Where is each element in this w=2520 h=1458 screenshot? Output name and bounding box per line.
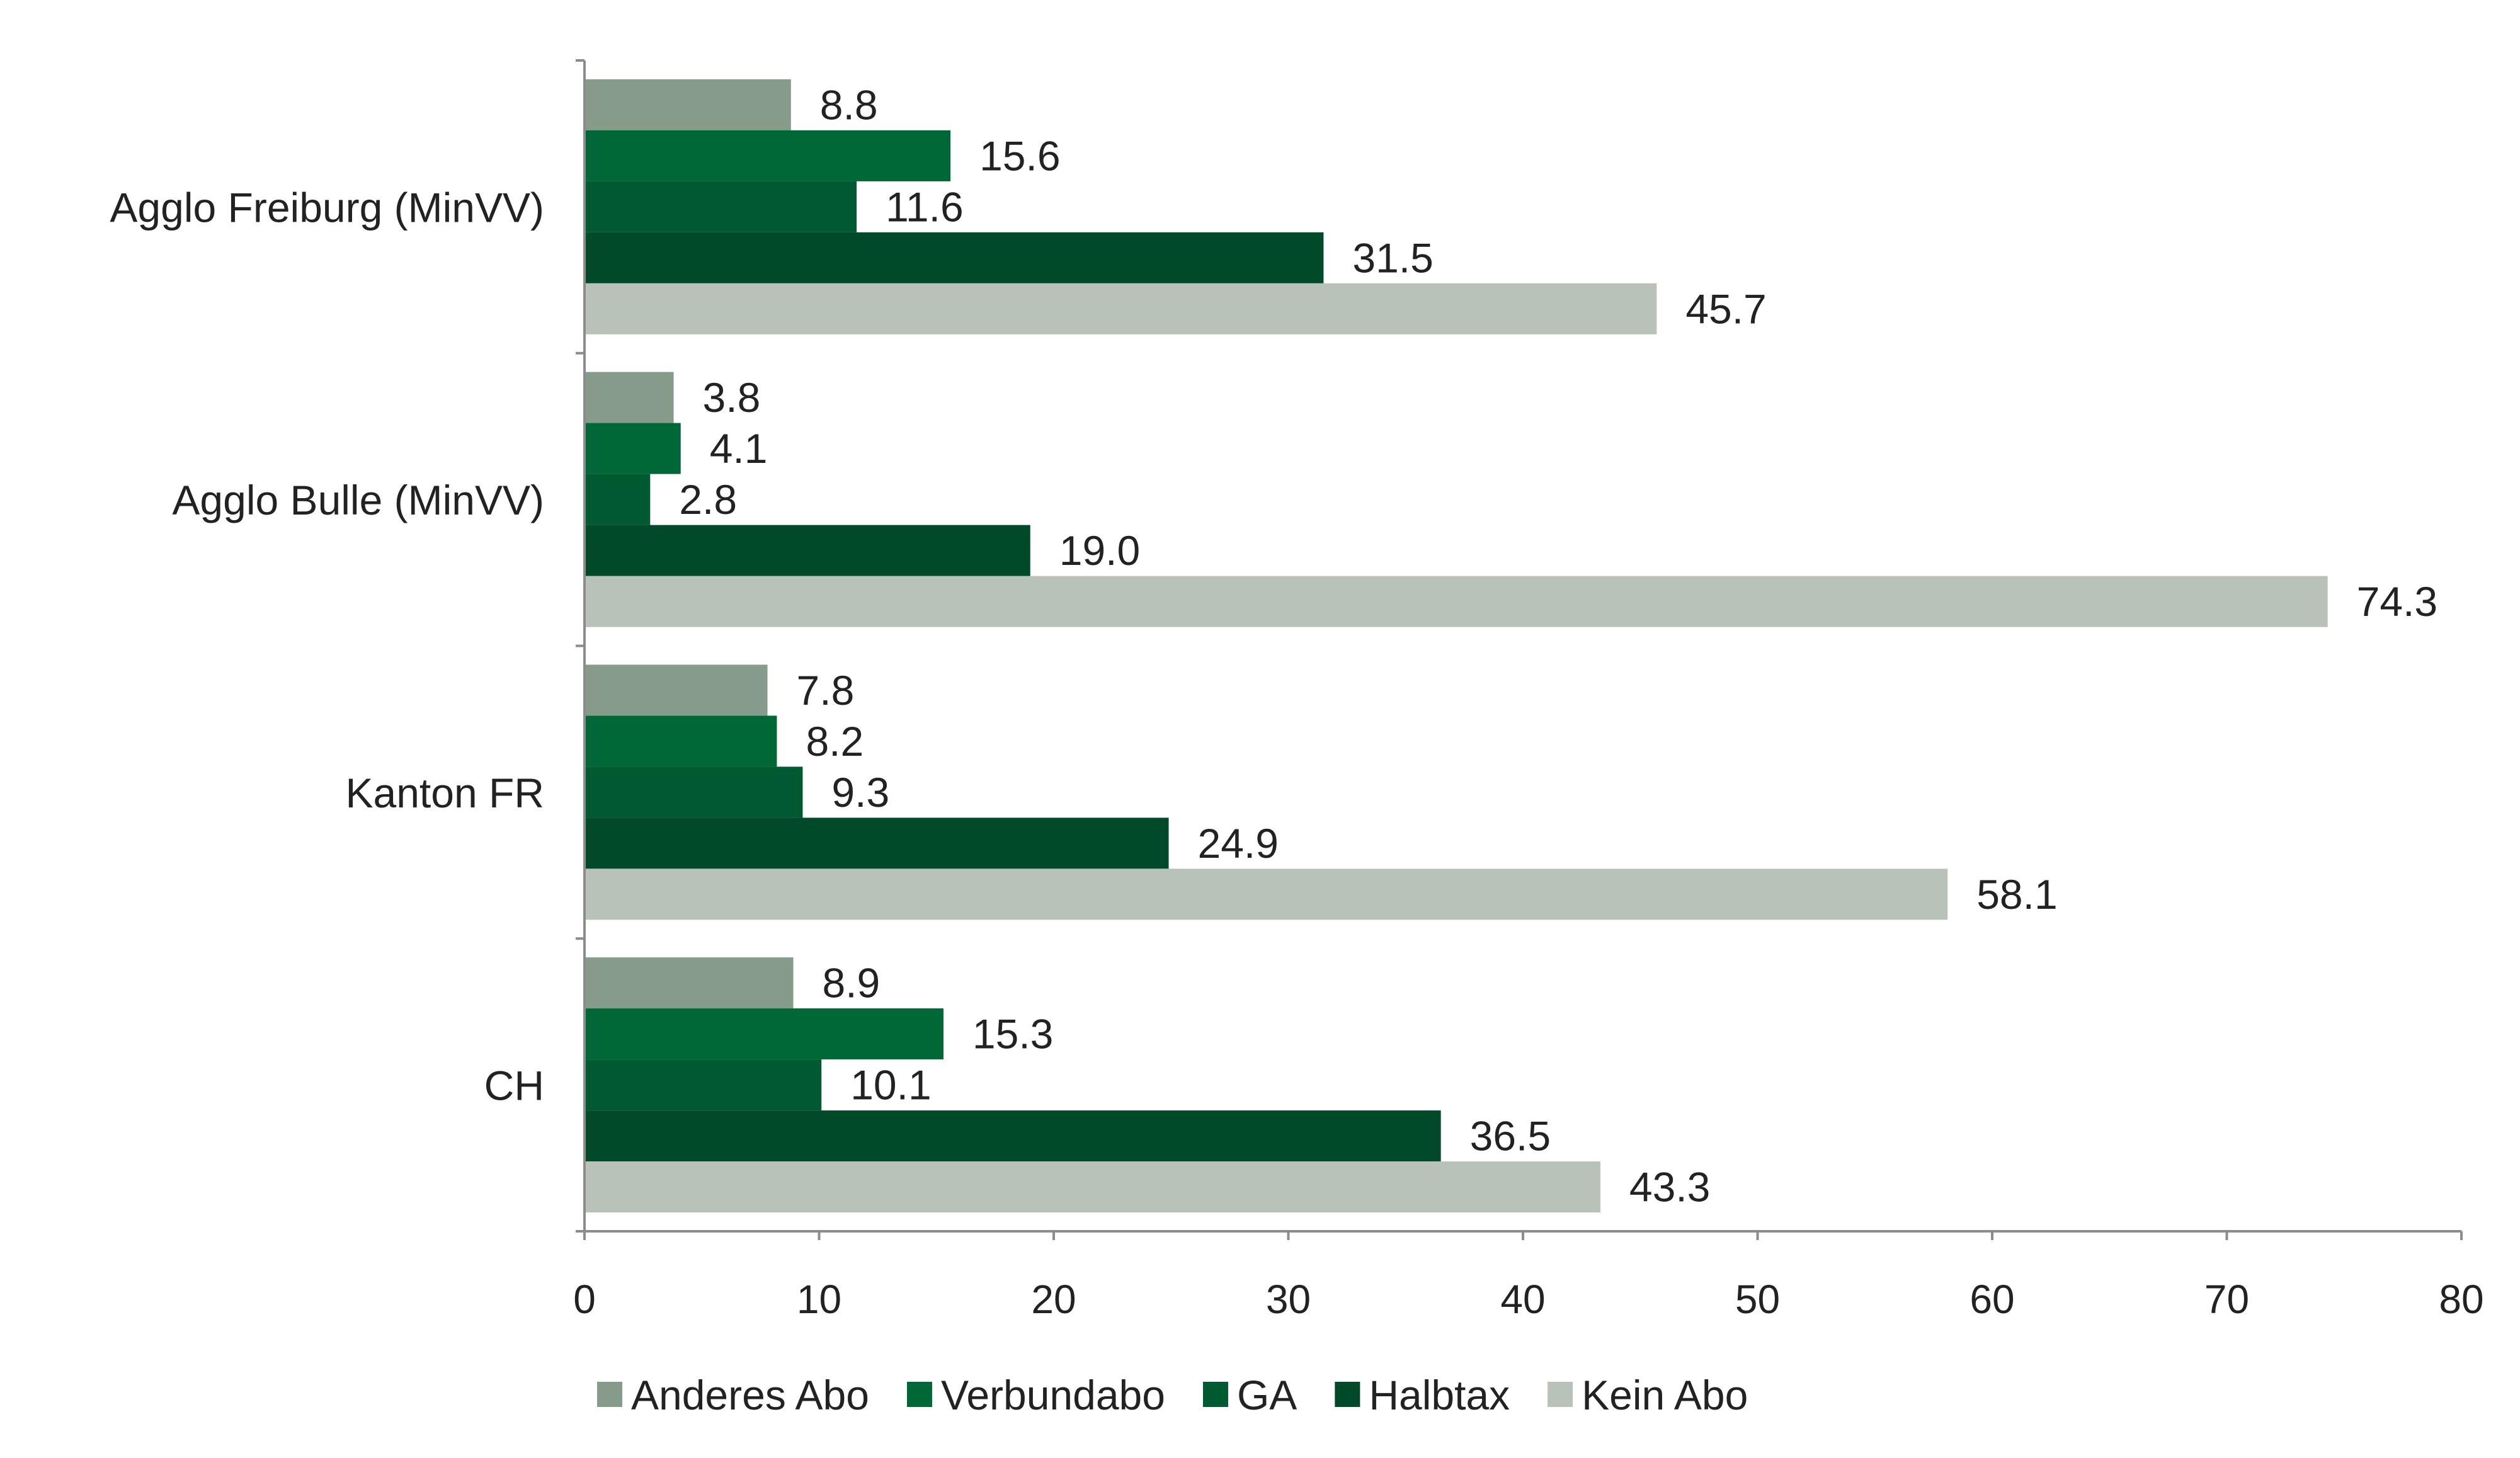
bar-halbtax-1 bbox=[584, 525, 1030, 576]
axes-layer: Agglo Freiburg (MinVV) Agglo Bulle (MinVV… bbox=[110, 59, 2484, 1322]
legend-label: Verbundabo bbox=[941, 1372, 1165, 1418]
x-tick-label: 0 bbox=[573, 1277, 596, 1322]
bar-kein-abo-1 bbox=[584, 576, 2328, 627]
data-label: 24.9 bbox=[1198, 820, 1279, 867]
data-label: 8.2 bbox=[806, 718, 864, 765]
x-tick-label: 80 bbox=[2439, 1277, 2483, 1322]
bars-layer bbox=[584, 79, 2328, 1213]
data-label: 15.3 bbox=[972, 1011, 1053, 1057]
legend-item-verbundabo: Verbundabo bbox=[906, 1372, 1165, 1418]
data-label: 8.8 bbox=[820, 81, 878, 128]
legend-label: Kein Abo bbox=[1582, 1372, 1748, 1418]
legend-swatch bbox=[906, 1382, 932, 1407]
data-label: 43.3 bbox=[1629, 1164, 1710, 1210]
legend-swatch bbox=[1548, 1382, 1573, 1407]
x-tick-label: 60 bbox=[1970, 1277, 2014, 1322]
bar-ga-0 bbox=[584, 181, 857, 232]
legend: Anderes Abo Verbundabo GA Halbtax Kein Abo bbox=[597, 1372, 1748, 1418]
legend-swatch bbox=[1202, 1382, 1228, 1407]
bar-ga-3 bbox=[584, 1059, 822, 1111]
category-label: Agglo Bulle (MinVV) bbox=[172, 477, 544, 523]
bar-kein-abo-2 bbox=[584, 869, 1948, 920]
bar-anderes-abo-1 bbox=[584, 372, 674, 423]
data-label: 11.6 bbox=[886, 183, 964, 230]
data-label: 36.5 bbox=[1470, 1113, 1551, 1159]
data-label: 7.8 bbox=[797, 667, 855, 714]
data-label: 3.8 bbox=[703, 374, 761, 421]
data-label: 74.3 bbox=[2357, 578, 2437, 625]
bar-verbundabo-3 bbox=[584, 1008, 944, 1060]
legend-label: Anderes Abo bbox=[631, 1372, 869, 1418]
x-tick-label: 40 bbox=[1500, 1277, 1545, 1322]
x-tick-label: 70 bbox=[2204, 1277, 2249, 1322]
legend-item-kein-abo: Kein Abo bbox=[1548, 1372, 1748, 1418]
data-label: 15.6 bbox=[979, 132, 1060, 179]
x-tick-label: 30 bbox=[1266, 1277, 1311, 1322]
data-labels-layer: 8.815.611.631.545.73.84.12.819.074.37.88… bbox=[679, 81, 2437, 1210]
bar-kein-abo-0 bbox=[584, 283, 1657, 334]
bar-halbtax-3 bbox=[584, 1110, 1441, 1162]
data-label: 2.8 bbox=[679, 476, 737, 523]
data-label: 4.1 bbox=[710, 425, 768, 472]
legend-label: Halbtax bbox=[1369, 1372, 1510, 1418]
legend-item-anderes-abo: Anderes Abo bbox=[597, 1372, 869, 1418]
category-label: CH bbox=[484, 1062, 544, 1109]
x-tick-label: 50 bbox=[1735, 1277, 1780, 1322]
legend-item-ga: GA bbox=[1202, 1372, 1297, 1418]
legend-swatch bbox=[597, 1382, 622, 1407]
data-label: 31.5 bbox=[1352, 234, 1433, 281]
category-label: Kanton FR bbox=[346, 770, 545, 816]
x-tick-label: 20 bbox=[1031, 1277, 1076, 1322]
bar-anderes-abo-2 bbox=[584, 664, 768, 716]
legend-swatch bbox=[1335, 1382, 1360, 1407]
bar-ga-1 bbox=[584, 474, 651, 525]
x-tick-label: 10 bbox=[797, 1277, 841, 1322]
data-label: 19.0 bbox=[1059, 527, 1140, 574]
data-label: 58.1 bbox=[1976, 871, 2057, 918]
data-label: 8.9 bbox=[823, 960, 881, 1006]
bar-kein-abo-3 bbox=[584, 1161, 1600, 1213]
bar-verbundabo-2 bbox=[584, 715, 777, 767]
bar-anderes-abo-0 bbox=[584, 79, 791, 130]
legend-item-halbtax: Halbtax bbox=[1335, 1372, 1510, 1418]
bar-verbundabo-0 bbox=[584, 130, 951, 181]
bar-verbundabo-1 bbox=[584, 423, 681, 474]
data-label: 9.3 bbox=[831, 769, 889, 816]
category-label: Agglo Freiburg (MinVV) bbox=[110, 184, 544, 231]
bar-halbtax-2 bbox=[584, 817, 1169, 869]
data-label: 10.1 bbox=[850, 1062, 931, 1108]
bar-halbtax-0 bbox=[584, 232, 1324, 283]
data-label: 45.7 bbox=[1685, 285, 1766, 332]
bar-anderes-abo-3 bbox=[584, 957, 794, 1009]
bar-ga-2 bbox=[584, 766, 803, 818]
legend-label: GA bbox=[1237, 1372, 1297, 1418]
